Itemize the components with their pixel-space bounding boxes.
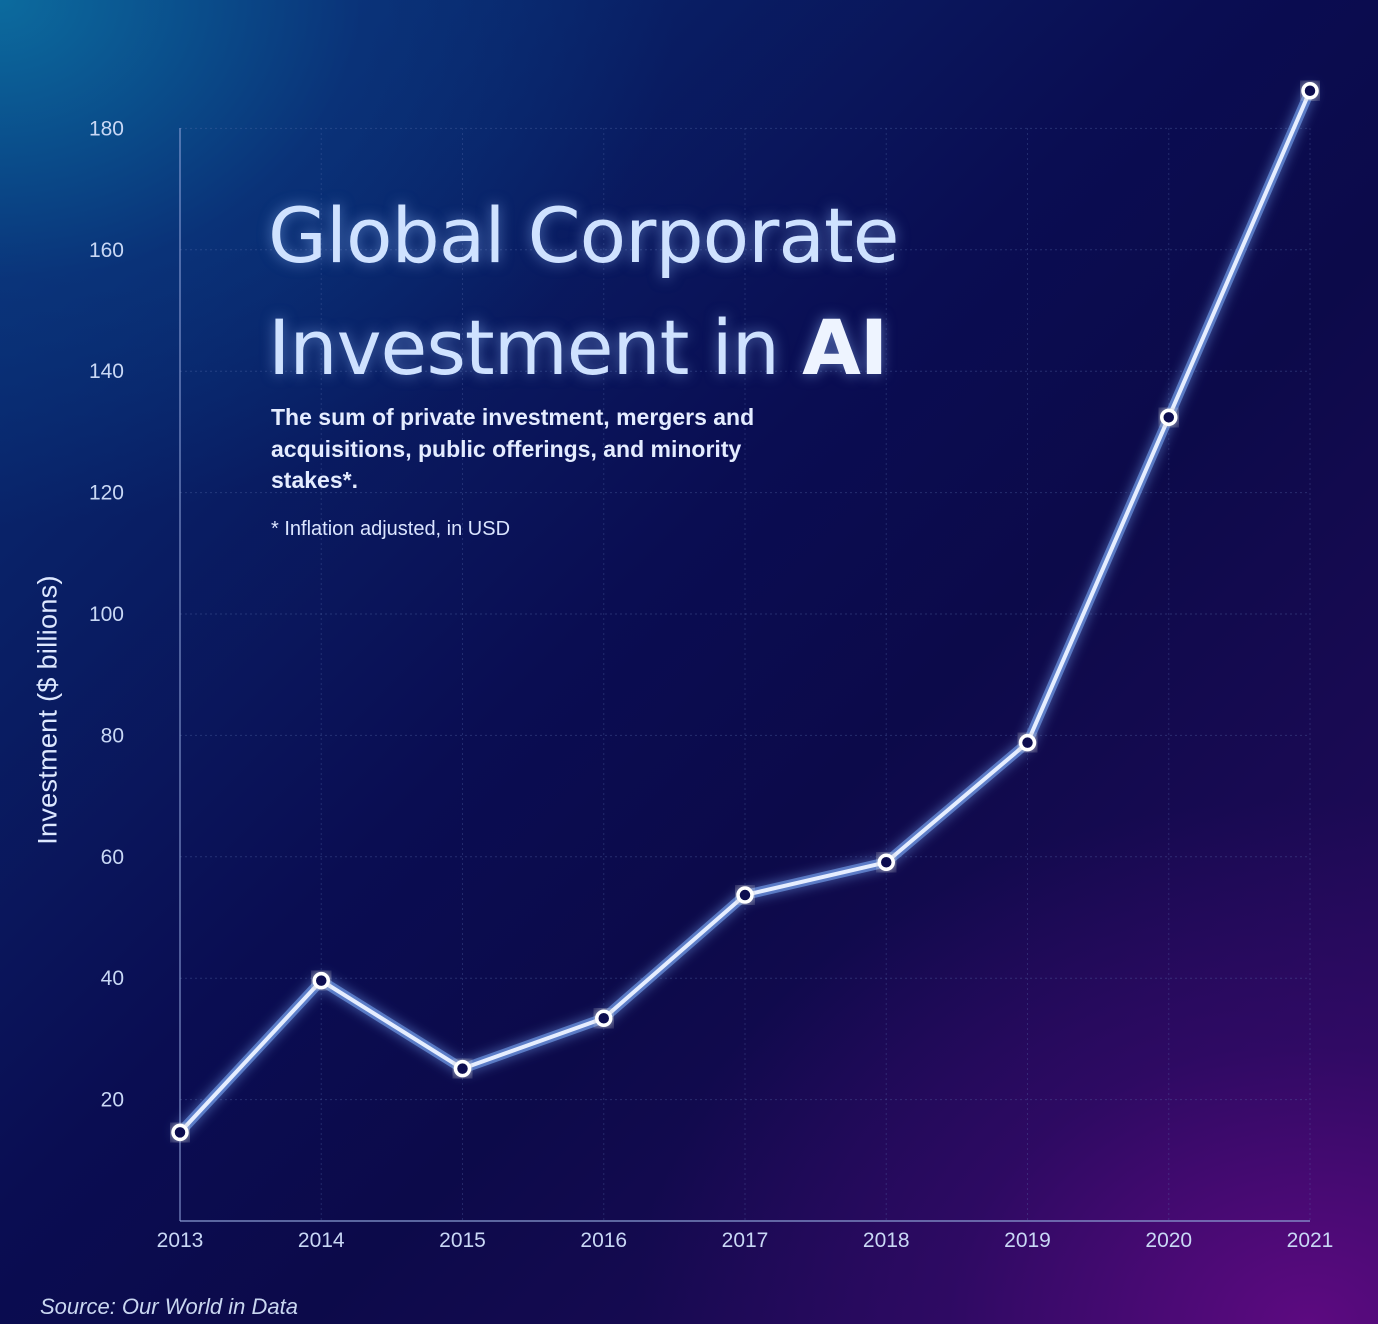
data-point-2016 xyxy=(595,1009,613,1028)
x-tick-label: 2015 xyxy=(439,1229,486,1252)
y-tick-label: 80 xyxy=(101,724,124,747)
data-point-2021 xyxy=(1301,82,1319,100)
x-tick-label: 2013 xyxy=(157,1229,204,1252)
grid xyxy=(180,127,1311,1221)
data-point-2015 xyxy=(453,1059,472,1078)
y-tick-label: 60 xyxy=(101,846,124,869)
axes xyxy=(179,128,1310,1222)
title-emphasis: AI xyxy=(802,303,888,392)
x-tick-label: 2018 xyxy=(863,1229,910,1252)
x-tick-label: 2017 xyxy=(722,1229,769,1252)
y-tick-label: 180 xyxy=(89,117,124,140)
x-tick-label: 2014 xyxy=(298,1229,345,1252)
y-axis-label: Investment ($ billions) xyxy=(32,575,63,845)
y-tick-label: 20 xyxy=(101,1089,124,1112)
y-tick-label: 140 xyxy=(89,360,124,383)
y-tick-label: 40 xyxy=(101,967,124,990)
x-tick-label: 2019 xyxy=(1004,1229,1051,1252)
footnote: * Inflation adjusted, in USD xyxy=(271,518,511,540)
data-point-2014 xyxy=(312,971,330,990)
chart-subtitle: The sum of private investment, mergers a… xyxy=(271,404,755,493)
data-point-2018 xyxy=(877,853,895,872)
chart-title: Global Corporate Investment in AI xyxy=(268,180,900,404)
x-tick-label: 2021 xyxy=(1287,1229,1334,1252)
data-point-2013 xyxy=(171,1123,189,1142)
y-tick-label: 120 xyxy=(89,482,124,505)
data-point-2017 xyxy=(736,886,754,904)
title-line-1: Global Corporate xyxy=(268,191,900,280)
source-note: Source: Our World in Data xyxy=(40,1294,298,1319)
data-point-2020 xyxy=(1160,408,1178,427)
series xyxy=(171,82,1319,1142)
y-tick-label: 100 xyxy=(89,603,124,626)
y-tick-label: 160 xyxy=(89,239,124,262)
data-point-2019 xyxy=(1018,733,1037,752)
x-tick-label: 2020 xyxy=(1145,1229,1192,1252)
tick-labels: 20 40 60 80 100 120 140 160 180 2013 2014 2015 2016 2… xyxy=(89,117,1333,1252)
title-line-2: Investment in xyxy=(268,303,803,392)
x-tick-label: 2016 xyxy=(580,1229,627,1252)
